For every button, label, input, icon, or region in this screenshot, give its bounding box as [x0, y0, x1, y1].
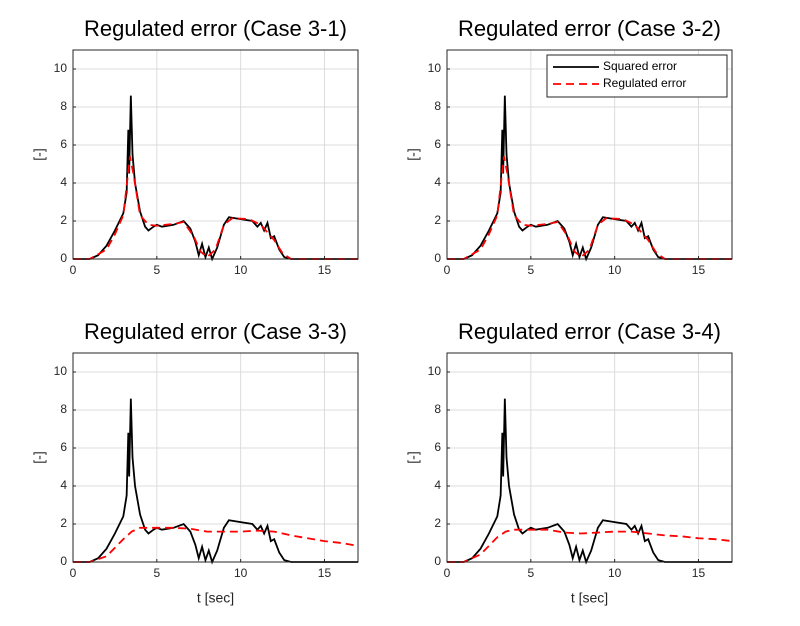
x-tick-label: 15: [692, 263, 706, 277]
y-tick-label: 2: [434, 516, 441, 530]
x-tick-label: 15: [318, 263, 332, 277]
x-tick-label: 10: [608, 566, 622, 580]
y-tick-label: 6: [60, 137, 67, 151]
chart-title: Regulated error (Case 3-4): [458, 319, 721, 344]
x-tick-label: 15: [692, 566, 706, 580]
data-line: [73, 398, 358, 565]
axes-box: [446, 49, 733, 260]
y-tick-label: 10: [428, 61, 442, 75]
legend-box: [546, 54, 728, 98]
plot-area: [73, 50, 358, 259]
y-axis-label: [-]: [31, 451, 47, 463]
y-tick-label: 6: [434, 137, 441, 151]
y-tick-label: 2: [434, 213, 441, 227]
x-tick-label: 0: [444, 566, 451, 580]
y-tick-label: 10: [428, 364, 442, 378]
x-tick-label: 5: [527, 566, 534, 580]
axes-box: [72, 352, 359, 563]
data-line: [73, 156, 358, 260]
axes-box: [446, 352, 733, 563]
y-tick-label: 2: [60, 516, 67, 530]
x-tick-label: 5: [153, 566, 160, 580]
subplot: 0 5 10 15 0 2 4 6 8 10 Regulated error (Case 3-4) […: [405, 319, 733, 606]
chart-title: Regulated error (Case 3-2): [458, 16, 721, 41]
x-tick-label: 10: [608, 263, 622, 277]
x-axis-label: t [sec]: [571, 590, 608, 606]
y-tick-label: 0: [434, 251, 441, 265]
x-tick-label: 15: [318, 566, 332, 580]
x-tick-label: 5: [153, 263, 160, 277]
x-tick-label: 0: [70, 566, 77, 580]
x-tick-label: 10: [234, 566, 248, 580]
y-tick-label: 6: [434, 440, 441, 454]
legend-label: Squared error: [603, 59, 677, 73]
y-axis-label: [-]: [405, 451, 421, 463]
subplot: 0 5 10 15 0 2 4 6 8 10 Regulated error (Case 3-2) […: [405, 16, 733, 277]
legend-label: Regulated error: [603, 76, 686, 90]
y-tick-label: 10: [54, 364, 68, 378]
data-line: [447, 528, 733, 563]
chart-title: Regulated error (Case 3-1): [84, 16, 347, 41]
subplot: 0 5 10 15 0 2 4 6 8 10 Regulated error (Case 3-3) […: [31, 319, 359, 606]
y-tick-label: 0: [434, 554, 441, 568]
y-axis-label: [-]: [405, 148, 421, 160]
plot-area: [73, 353, 358, 562]
y-tick-label: 8: [60, 402, 67, 416]
y-tick-label: 8: [434, 402, 441, 416]
x-tick-label: 10: [234, 263, 248, 277]
y-tick-label: 0: [60, 554, 67, 568]
x-tick-label: 0: [70, 263, 77, 277]
data-line: [447, 156, 732, 260]
chart-title: Regulated error (Case 3-3): [84, 319, 347, 344]
y-tick-label: 8: [60, 99, 67, 113]
plot-area: [447, 353, 732, 562]
y-tick-label: 4: [60, 478, 67, 492]
y-tick-label: 4: [434, 478, 441, 492]
subplot: 0 5 10 15 0 2 4 6 8 10 Regulated error (Case 3-1) […: [31, 16, 359, 277]
y-axis-label: [-]: [31, 148, 47, 160]
x-tick-label: 5: [527, 263, 534, 277]
y-tick-label: 4: [434, 175, 441, 189]
x-axis-label: t [sec]: [197, 590, 234, 606]
y-tick-label: 8: [434, 99, 441, 113]
y-tick-label: 0: [60, 251, 67, 265]
x-tick-label: 0: [444, 263, 451, 277]
data-line: [73, 526, 359, 563]
y-tick-label: 2: [60, 213, 67, 227]
y-tick-label: 4: [60, 175, 67, 189]
axes-box: [72, 49, 359, 260]
y-tick-label: 6: [60, 440, 67, 454]
y-tick-label: 10: [54, 61, 68, 75]
